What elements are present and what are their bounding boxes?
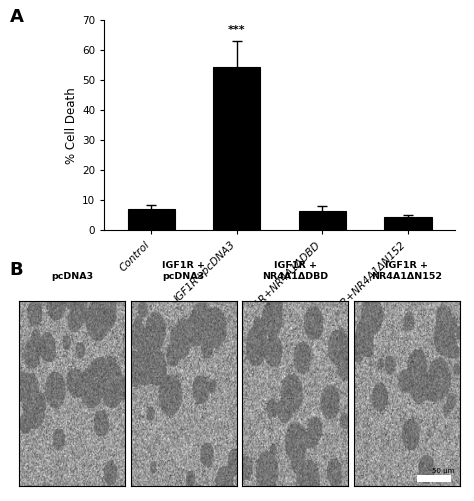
Bar — [299, 211, 346, 230]
Text: IGF1R +
NR4A1ΔN152: IGF1R + NR4A1ΔN152 — [371, 261, 442, 281]
Text: B: B — [9, 261, 23, 279]
Bar — [128, 209, 175, 230]
Text: pcDNA3: pcDNA3 — [51, 272, 93, 281]
Bar — [384, 217, 431, 230]
Text: A: A — [9, 8, 23, 26]
Text: IGF1R +
NR4A1ΔDBD: IGF1R + NR4A1ΔDBD — [262, 261, 328, 281]
Text: ***: *** — [228, 25, 246, 35]
Y-axis label: % Cell Death: % Cell Death — [65, 87, 78, 164]
Bar — [213, 67, 260, 230]
Text: 50 μm: 50 μm — [432, 468, 454, 474]
Text: IGF1R +
pcDNA3: IGF1R + pcDNA3 — [162, 261, 205, 281]
